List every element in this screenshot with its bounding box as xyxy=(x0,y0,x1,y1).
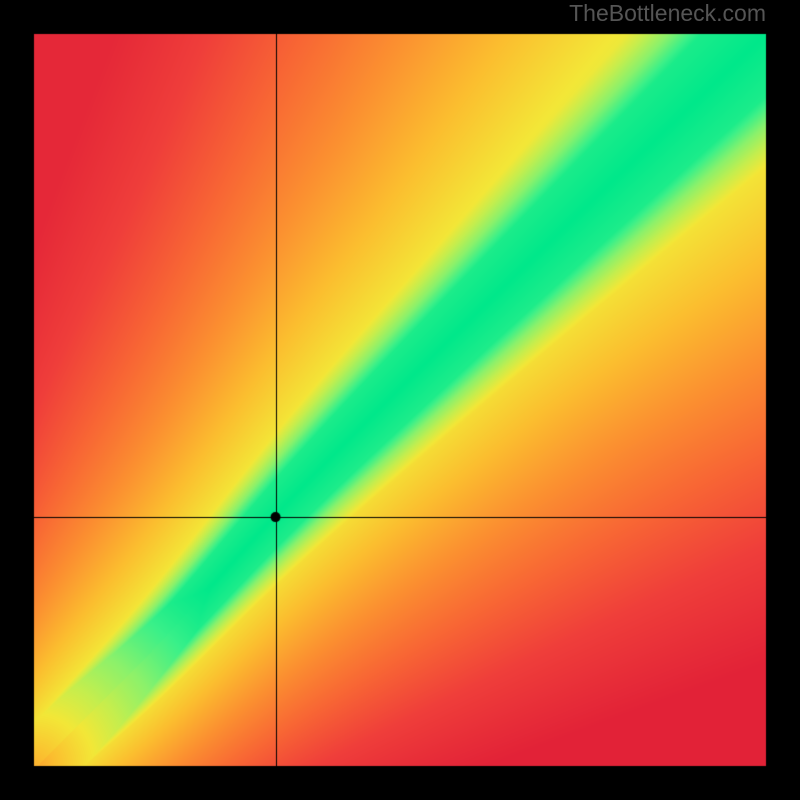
chart-container: TheBottleneck.com xyxy=(0,0,800,800)
watermark-text: TheBottleneck.com xyxy=(569,0,766,27)
bottleneck-heatmap xyxy=(0,0,800,800)
